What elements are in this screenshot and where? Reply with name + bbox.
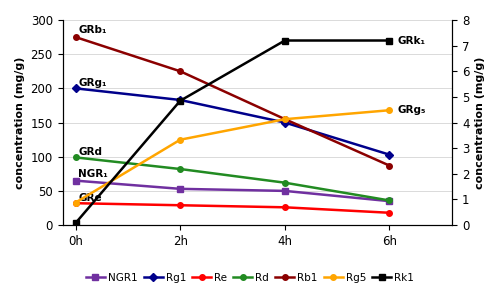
Line: NGR1: NGR1	[73, 178, 392, 204]
NGR1	[282, 189, 288, 193]
Text: GRg₅: GRg₅	[398, 105, 426, 115]
Line: Rk1: Rk1	[73, 38, 392, 226]
Rb1	[386, 164, 392, 167]
Rg1	[72, 87, 78, 90]
Line: Rg5: Rg5	[73, 107, 392, 205]
Text: NGR₁: NGR₁	[78, 169, 108, 179]
Line: Rb1: Rb1	[73, 34, 392, 168]
Text: GRd: GRd	[78, 147, 102, 157]
Re	[177, 204, 183, 207]
Rg1	[282, 121, 288, 124]
Rg5	[282, 117, 288, 121]
Rd	[177, 167, 183, 171]
Rd	[72, 156, 78, 159]
Rk1	[72, 221, 78, 225]
Rk1	[177, 99, 183, 102]
Rk1	[282, 39, 288, 42]
Line: Rd: Rd	[73, 155, 392, 203]
NGR1	[72, 179, 78, 182]
Rg1	[177, 98, 183, 102]
Rg5	[386, 109, 392, 112]
NGR1	[177, 187, 183, 191]
NGR1	[386, 199, 392, 203]
Rk1	[386, 39, 392, 42]
Line: Re: Re	[73, 200, 392, 215]
Y-axis label: concentration (mg/g): concentration (mg/g)	[15, 56, 25, 189]
Rd	[386, 199, 392, 202]
Rg5	[177, 138, 183, 141]
Re	[386, 211, 392, 215]
Line: Rg1: Rg1	[73, 86, 392, 157]
Text: GRb₁: GRb₁	[78, 25, 106, 35]
Rb1	[72, 35, 78, 39]
Rb1	[177, 69, 183, 73]
Rg5	[72, 201, 78, 204]
Rg1	[386, 153, 392, 157]
Re	[72, 201, 78, 205]
Text: GRg₁: GRg₁	[78, 78, 106, 88]
Text: GRe: GRe	[78, 192, 102, 203]
Text: GRk₁: GRk₁	[398, 36, 425, 46]
Re	[282, 206, 288, 209]
Y-axis label: concentration (mg/g): concentration (mg/g)	[475, 56, 485, 189]
Legend: NGR1, Rg1, Re, Rd, Rb1, Rg5, Rk1: NGR1, Rg1, Re, Rd, Rb1, Rg5, Rk1	[82, 268, 418, 287]
Rd	[282, 181, 288, 185]
Rb1	[282, 117, 288, 121]
